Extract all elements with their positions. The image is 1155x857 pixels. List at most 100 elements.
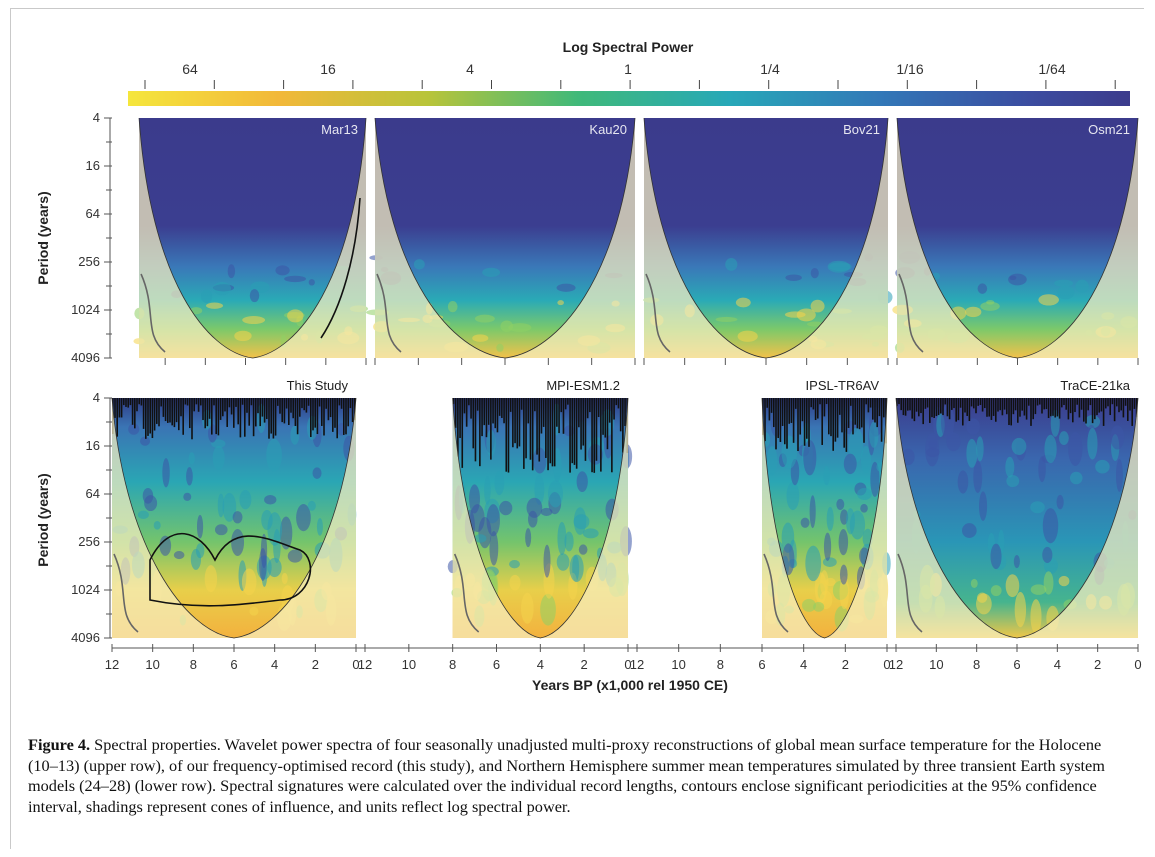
significance-mark bbox=[1107, 398, 1109, 407]
significance-mark bbox=[869, 398, 872, 408]
significance-mark bbox=[516, 398, 519, 449]
power-texture bbox=[803, 439, 817, 476]
power-texture bbox=[256, 403, 266, 434]
power-texture bbox=[860, 445, 872, 474]
significance-mark bbox=[586, 398, 589, 419]
significance-mark bbox=[959, 398, 962, 408]
power-texture bbox=[267, 512, 283, 546]
power-texture bbox=[556, 553, 570, 571]
significance-mark bbox=[900, 398, 902, 411]
significance-mark bbox=[1061, 398, 1063, 408]
power-texture bbox=[576, 471, 588, 493]
panel-name: Mar13 bbox=[321, 122, 358, 137]
significance-mark bbox=[138, 398, 140, 405]
power-texture bbox=[813, 601, 825, 612]
power-texture bbox=[737, 330, 758, 342]
significance-mark bbox=[305, 398, 308, 413]
significance-mark bbox=[999, 398, 1001, 411]
significance-mark bbox=[937, 398, 940, 416]
x-tick-label: 0 bbox=[352, 657, 359, 672]
significance-mark bbox=[770, 398, 773, 413]
significance-mark bbox=[239, 398, 242, 438]
power-texture bbox=[869, 421, 879, 448]
power-texture bbox=[838, 528, 849, 556]
significance-mark bbox=[173, 398, 176, 428]
significance-mark bbox=[992, 398, 995, 416]
power-texture bbox=[540, 593, 556, 626]
power-texture bbox=[725, 258, 738, 271]
power-texture bbox=[213, 281, 231, 296]
colorbar-tick-label: 1/4 bbox=[760, 61, 780, 77]
significance-mark bbox=[266, 398, 268, 420]
coi-boundary bbox=[452, 397, 629, 639]
significance-mark bbox=[283, 398, 286, 424]
significance-mark bbox=[237, 398, 239, 425]
significance-mark bbox=[312, 398, 314, 431]
power-texture bbox=[940, 403, 955, 440]
power-texture bbox=[1042, 546, 1053, 564]
significance-mark bbox=[966, 398, 968, 416]
significance-mark bbox=[193, 398, 195, 412]
significance-mark bbox=[615, 398, 618, 406]
panel-name: Osm21 bbox=[1088, 122, 1130, 137]
significance-mark bbox=[472, 398, 475, 449]
significance-mark bbox=[830, 398, 832, 437]
significance-mark bbox=[933, 398, 935, 418]
global-spectrum-curve bbox=[897, 553, 923, 633]
significance-mark bbox=[975, 398, 977, 414]
power-texture bbox=[195, 543, 205, 559]
power-texture bbox=[470, 504, 485, 533]
significance-mark bbox=[810, 398, 812, 408]
significance-mark bbox=[164, 398, 167, 422]
significance-mark bbox=[979, 398, 982, 406]
power-texture bbox=[846, 508, 855, 535]
significance-mark bbox=[219, 398, 222, 420]
significance-mark bbox=[788, 398, 790, 424]
significance-mark bbox=[345, 398, 347, 435]
significance-mark bbox=[1010, 398, 1012, 426]
significance-mark bbox=[268, 398, 270, 439]
power-texture bbox=[267, 557, 282, 578]
y-axis-label-bottom: Period (years) bbox=[35, 473, 51, 566]
significance-mark bbox=[896, 398, 898, 407]
panels: Mar13 Kau20 Bov21 Osm21 This Study MPI-ESM1.2… bbox=[111, 117, 1139, 639]
power-texture bbox=[966, 438, 978, 468]
x-tick-label: 10 bbox=[402, 657, 416, 672]
significance-mark bbox=[263, 398, 266, 423]
power-texture bbox=[976, 593, 992, 615]
power-texture bbox=[802, 598, 816, 612]
power-texture bbox=[1057, 285, 1075, 300]
significance-mark bbox=[332, 398, 334, 432]
significance-mark bbox=[836, 398, 839, 438]
significance-mark bbox=[795, 398, 797, 409]
significance-mark bbox=[1109, 398, 1111, 416]
significance-mark bbox=[323, 398, 325, 436]
significance-mark bbox=[1105, 398, 1107, 409]
significance-mark bbox=[1021, 398, 1023, 411]
y-axis-label-top: Period (years) bbox=[35, 191, 51, 284]
power-texture bbox=[188, 452, 195, 465]
significance-mark bbox=[970, 398, 973, 407]
power-texture bbox=[284, 275, 307, 283]
significance-mark bbox=[1054, 398, 1056, 418]
panel-name: MPI-ESM1.2 bbox=[546, 378, 620, 393]
significance-mark bbox=[1111, 398, 1114, 405]
power-texture bbox=[809, 495, 816, 529]
significance-mark bbox=[839, 398, 841, 415]
significance-mark bbox=[1118, 398, 1120, 413]
power-texture bbox=[509, 559, 520, 569]
significance-mark bbox=[334, 398, 336, 428]
power-texture bbox=[316, 518, 323, 536]
power-texture bbox=[137, 510, 149, 520]
significance-mark bbox=[582, 398, 585, 446]
significance-mark bbox=[1050, 398, 1052, 417]
significance-mark bbox=[600, 398, 602, 472]
significance-mark bbox=[814, 398, 817, 421]
significance-mark bbox=[494, 398, 497, 429]
y-tick-label: 4 bbox=[93, 390, 100, 405]
significance-mark bbox=[310, 398, 312, 438]
power-texture bbox=[186, 467, 193, 486]
power-texture bbox=[810, 299, 825, 313]
global-spectrum-curve bbox=[113, 553, 139, 633]
power-texture bbox=[1011, 437, 1027, 455]
